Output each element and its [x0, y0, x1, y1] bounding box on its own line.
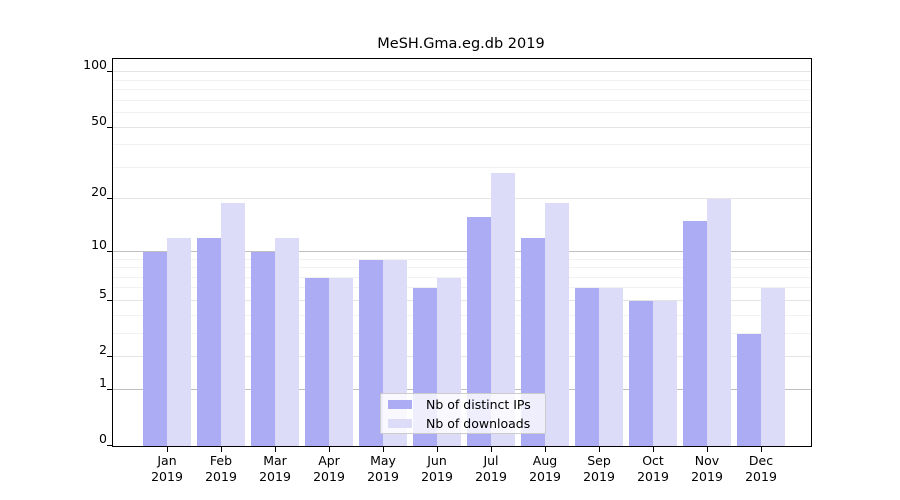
bar-downloads-mar: [275, 238, 299, 446]
bar-downloads-oct: [653, 300, 677, 446]
y-tick-label-100: 100: [83, 57, 107, 73]
gridline-60: [113, 112, 811, 114]
gridline-20: [113, 198, 811, 200]
y-tick-mark-2: [107, 356, 112, 358]
gridline-4: [113, 314, 811, 316]
x-tick-label-apr: Apr 2019: [313, 453, 345, 484]
gridline-90: [113, 79, 811, 81]
x-tick-label-jan: Jan 2019: [151, 453, 183, 484]
gridline-10: [113, 250, 811, 252]
y-tick-label-1: 1: [99, 374, 107, 390]
gridline-80: [113, 89, 811, 91]
legend-row-distinct-ips: Nb of distinct IPs: [381, 396, 545, 412]
x-tick-mark-sep: [599, 447, 600, 452]
gridline-100: [113, 71, 811, 73]
legend-swatch-distinct-ips: [388, 399, 412, 409]
x-tick-label-jul: Jul 2019: [475, 453, 507, 484]
y-tick-mark-50: [107, 126, 112, 128]
bar-distinct-ips-feb: [197, 238, 221, 446]
bar-distinct-ips-oct: [629, 300, 653, 446]
plot-area: Nb of distinct IPs Nb of downloads 100 50…: [83, 58, 812, 484]
x-tick-mark-may: [383, 447, 384, 452]
legend: Nb of distinct IPs Nb of downloads: [380, 393, 546, 434]
legend-label-distinct-ips: Nb of distinct IPs: [426, 396, 531, 412]
x-tick-label-mar: Mar 2019: [259, 453, 291, 484]
x-tick-mark-jan: [167, 447, 168, 452]
y-tick-label-10: 10: [91, 236, 107, 252]
bar-downloads-sep: [599, 288, 623, 446]
bar-downloads-feb: [221, 203, 245, 446]
x-tick-mark-dec: [761, 447, 762, 452]
gridline-3: [113, 332, 811, 334]
y-tick-label-50: 50: [91, 112, 107, 128]
bar-downloads-nov: [707, 199, 731, 446]
bar-distinct-ips-mar: [251, 251, 275, 446]
y-tick-label-20: 20: [91, 184, 107, 200]
gridline-30: [113, 166, 811, 168]
gridline-6: [113, 287, 811, 289]
legend-swatch-downloads: [388, 418, 412, 428]
bar-distinct-ips-nov: [683, 221, 707, 446]
bar-downloads-apr: [329, 277, 353, 446]
chart-title: MeSH.Gma.eg.db 2019: [377, 36, 545, 52]
legend-row-downloads: Nb of downloads: [381, 415, 545, 431]
y-tick-mark-0: [107, 445, 112, 446]
x-tick-label-dec: Dec 2019: [745, 453, 777, 484]
gridline-9: [113, 258, 811, 260]
gridline-50: [113, 126, 811, 128]
gridline-2: [113, 356, 811, 358]
y-tick-mark-1: [107, 388, 112, 390]
x-tick-mark-jul: [491, 447, 492, 452]
x-tick-mark-apr: [329, 447, 330, 452]
y-tick-mark-10: [107, 250, 112, 252]
bar-distinct-ips-apr: [305, 277, 329, 446]
y-tick-mark-20: [107, 198, 112, 200]
bar-downloads-aug: [545, 203, 569, 446]
x-tick-label-aug: Aug 2019: [529, 453, 561, 484]
legend-label-downloads: Nb of downloads: [426, 415, 531, 431]
bar-distinct-ips-may: [359, 259, 383, 446]
x-tick-mark-mar: [275, 447, 276, 452]
x-tick-label-may: May 2019: [367, 453, 399, 484]
y-tick-mark-100: [107, 71, 112, 73]
x-tick-label-jun: Jun 2019: [421, 453, 453, 484]
bar-distinct-ips-dec: [737, 333, 761, 446]
x-tick-mark-oct: [653, 447, 654, 452]
x-tick-mark-aug: [545, 447, 546, 452]
y-tick-mark-5: [107, 299, 112, 301]
gridline-5: [113, 299, 811, 301]
x-tick-label-feb: Feb 2019: [205, 453, 237, 484]
gridline-1: [113, 388, 811, 390]
x-tick-mark-nov: [707, 447, 708, 452]
x-tick-label-oct: Oct 2019: [637, 453, 669, 484]
gridline-8: [113, 267, 811, 269]
bar-downloads-dec: [761, 288, 785, 446]
bar-distinct-ips-jan: [143, 251, 167, 446]
x-tick-mark-jun: [437, 447, 438, 452]
x-tick-mark-feb: [221, 447, 222, 452]
gridline-40: [113, 144, 811, 146]
x-tick-label-nov: Nov 2019: [691, 453, 723, 484]
gridline-7: [113, 276, 811, 278]
y-tick-label-0: 0: [99, 431, 107, 446]
y-tick-label-2: 2: [99, 342, 107, 358]
bar-distinct-ips-sep: [575, 288, 599, 446]
gridline-70: [113, 99, 811, 101]
bar-downloads-jan: [167, 238, 191, 446]
y-tick-label-5: 5: [99, 285, 107, 301]
x-tick-label-sep: Sep 2019: [583, 453, 615, 484]
